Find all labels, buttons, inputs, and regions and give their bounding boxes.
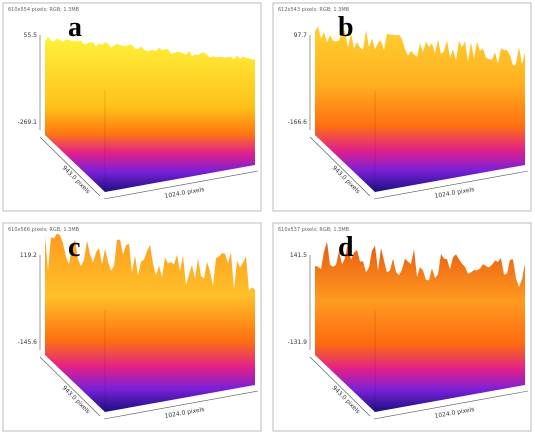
figure: 610x554 pixels; RGB; 1.3MB55.5-269.1943.… [0, 0, 535, 435]
panel: 612x543 pixels; RGB; 1.3MB97.7-166.6943.… [273, 3, 531, 211]
z-min-label: -131.9 [288, 339, 308, 346]
z-max-label: 97.7 [294, 32, 308, 39]
panel: 610x566 pixels; RGB; 1.3MB119.2-145.6943… [3, 223, 261, 431]
panel-letter: d [338, 232, 354, 263]
panel: 610x554 pixels; RGB; 1.3MB55.5-269.1943.… [3, 3, 261, 211]
z-max-label: 55.5 [24, 32, 38, 39]
panel-letter: c [68, 232, 80, 263]
panel-letter: a [68, 12, 82, 43]
z-max-label: 119.2 [20, 252, 37, 259]
panel: 610x537 pixels; RGB; 1.3MB141.5-131.9943… [273, 223, 531, 431]
z-min-label: -145.6 [18, 339, 38, 346]
panel-letter: b [338, 12, 354, 43]
z-min-label: -166.6 [288, 119, 308, 126]
z-min-label: -269.1 [18, 119, 38, 126]
z-max-label: 141.5 [290, 252, 307, 259]
